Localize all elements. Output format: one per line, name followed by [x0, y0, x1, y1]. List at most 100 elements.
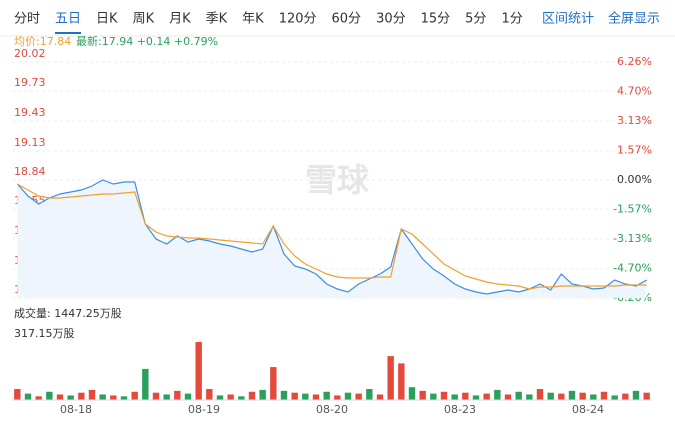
volume-bar	[302, 393, 309, 400]
volume-bar	[248, 391, 256, 400]
volume-bar	[280, 390, 288, 400]
volume-bar	[99, 394, 106, 400]
y-tick-label: 19.43	[14, 106, 46, 119]
volume-bar	[184, 393, 192, 400]
volume-bar	[398, 363, 405, 400]
volume-bar	[515, 391, 522, 400]
tab[interactable]: 五日	[55, 12, 81, 27]
tab[interactable]: 30分	[376, 12, 406, 27]
y-tick-label: 317.15万股	[14, 327, 75, 340]
y2-tick-label: 4.70%	[617, 84, 652, 97]
tab[interactable]: 120分	[279, 12, 317, 27]
latest-info: 最新:17.94 +0.14 +0.79%	[76, 34, 218, 48]
y-tick-label: 20.02	[14, 47, 46, 60]
volume-bar	[472, 395, 480, 400]
volume-bar	[526, 394, 533, 400]
avg-info: 均价:17.84	[14, 35, 71, 48]
volume-bar	[408, 387, 416, 400]
tab[interactable]: 日K	[96, 12, 118, 27]
volume-bar	[611, 395, 618, 400]
volume-bar	[462, 392, 469, 400]
y2-tick-label: 0.00%	[617, 173, 652, 186]
volume-bar	[600, 391, 608, 400]
volume-bar	[291, 392, 298, 400]
y2-tick-label: -1.57%	[613, 203, 652, 216]
volume-bar	[387, 356, 394, 400]
volume-bar	[152, 392, 160, 400]
x-tick-label: 08-18	[60, 403, 92, 416]
volume-bar	[312, 394, 320, 400]
volume-bar	[494, 389, 501, 400]
volume-bar	[174, 390, 181, 400]
volume-bar	[451, 394, 458, 400]
volume-bar	[536, 389, 544, 400]
tab[interactable]: 年K	[242, 12, 264, 27]
line	[17, 183, 647, 290]
x-tick-label: 08-23	[444, 403, 476, 416]
volume-bar	[67, 395, 74, 400]
volume-bar	[430, 393, 437, 400]
volume-bar	[622, 393, 629, 400]
volume-bar	[259, 389, 266, 400]
volume-bar	[376, 394, 384, 400]
y2-tick-label: -3.13%	[613, 232, 652, 245]
volume-bar	[632, 390, 640, 400]
tab[interactable]: 15分	[421, 12, 451, 27]
volume-bar	[46, 391, 53, 400]
volume-bar	[323, 391, 330, 400]
volume-bar	[206, 389, 213, 400]
volume-bar	[355, 393, 362, 400]
y2-tick-label: 1.57%	[617, 143, 652, 156]
volume-bar	[142, 368, 149, 400]
volume-bar	[24, 393, 32, 400]
tab[interactable]: 60分	[332, 12, 362, 27]
tab[interactable]: 5分	[465, 12, 486, 27]
volume-bar	[344, 392, 352, 400]
volume-bar	[227, 394, 234, 400]
volume-bar	[440, 391, 448, 400]
volume-bar	[14, 389, 21, 400]
volume-bar	[88, 389, 96, 400]
volume-bar	[120, 396, 128, 400]
y2-tick-label: 6.26%	[617, 55, 652, 68]
link[interactable]: 全屏显示	[608, 11, 660, 27]
volume-bar	[35, 396, 42, 400]
x-tick-label: 08-19	[188, 403, 220, 416]
line	[16, 179, 647, 295]
tab[interactable]: 1分	[501, 12, 522, 27]
volume-bar	[419, 390, 426, 400]
y-tick-label: 19.13	[14, 136, 46, 149]
volume-bar	[568, 390, 576, 400]
volume-bar	[163, 394, 170, 400]
y-tick-label: 19.73	[14, 76, 46, 89]
volume-bar	[56, 394, 64, 400]
y2-tick-label: -4.70%	[613, 262, 652, 275]
tab[interactable]: 季K	[206, 12, 228, 27]
volume-bar	[483, 393, 490, 400]
volume-bar	[643, 392, 650, 400]
tab[interactable]: 周K	[133, 12, 155, 27]
volume-bar	[110, 395, 117, 400]
volume-bar	[78, 392, 85, 400]
y-tick-label: 18.84	[14, 165, 46, 178]
volume-bar	[195, 342, 202, 400]
tab[interactable]: 分时	[14, 12, 40, 27]
x-tick-label: 08-24	[572, 403, 604, 416]
volume-bar	[131, 391, 138, 400]
volume-bar	[238, 396, 245, 400]
x-tick-label: 08-20	[316, 403, 348, 416]
volume-bar	[334, 395, 341, 400]
volume-bar	[558, 393, 565, 400]
volume-bar	[504, 394, 512, 400]
link[interactable]: 区间统计	[542, 12, 594, 27]
tab[interactable]: 月K	[169, 12, 191, 27]
volume-bar	[366, 389, 373, 400]
volume-bar	[216, 395, 224, 400]
volume-label: 成交量: 1447.25万股	[14, 306, 122, 320]
y2-tick-label: 3.13%	[617, 114, 652, 127]
volume-bar	[547, 392, 554, 400]
volume-bar	[270, 367, 277, 400]
volume-bar	[590, 394, 597, 400]
